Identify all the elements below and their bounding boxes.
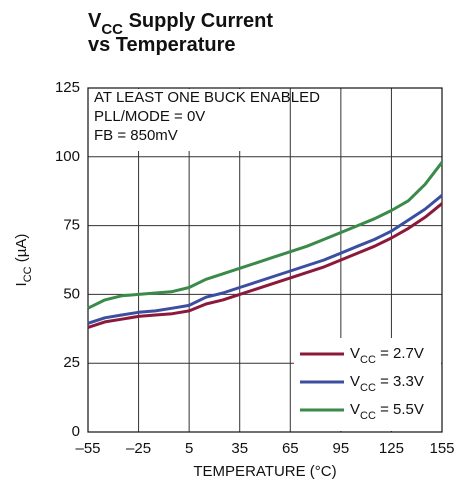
text-part: = 5.5V <box>376 401 424 418</box>
y-tick-label: 75 <box>63 217 80 234</box>
y-tick-label: 25 <box>63 354 80 371</box>
subscript: CC <box>360 354 376 366</box>
y-tick-label: 50 <box>63 285 80 302</box>
annotation: AT LEAST ONE BUCK ENABLED <box>94 89 320 106</box>
y-tick-label: 100 <box>55 148 80 165</box>
text-part: V <box>350 345 360 362</box>
annotation-box <box>89 89 269 151</box>
x-tick-label: 65 <box>282 440 299 457</box>
y-axis-label: ICC (µA) <box>13 234 34 287</box>
text-part: I <box>13 282 30 286</box>
annotation: PLL/MODE = 0V <box>94 108 205 125</box>
subscript: CC <box>360 382 376 394</box>
x-tick-label: 95 <box>333 440 350 457</box>
subscript: CC <box>22 266 34 282</box>
subscript: CC <box>360 410 376 422</box>
x-tick-label: –55 <box>75 440 100 457</box>
series-line <box>87 161 444 310</box>
x-tick-label: 125 <box>379 440 404 457</box>
legend-label: VCC = 2.7V <box>350 345 424 366</box>
x-tick-label: 35 <box>231 440 248 457</box>
y-tick-label: 0 <box>72 423 80 440</box>
text-part: Supply Current <box>123 10 273 32</box>
x-tick-label: 155 <box>429 440 454 457</box>
chart-title: VCC Supply Current <box>88 10 273 38</box>
text-part: V <box>350 401 360 418</box>
legend-label: VCC = 5.5V <box>350 401 424 422</box>
text-part: = 3.3V <box>376 373 424 390</box>
text-part: V <box>350 373 360 390</box>
series-line <box>87 202 443 329</box>
text-part: (µA) <box>13 234 30 267</box>
series-line <box>87 194 443 325</box>
plot-frame <box>87 87 443 433</box>
legend-label: VCC = 3.3V <box>350 373 424 394</box>
x-tick-label: –25 <box>126 440 151 457</box>
text-part: = 2.7V <box>376 345 424 362</box>
y-tick-label: 125 <box>55 79 80 96</box>
annotation: FB = 850mV <box>94 127 178 144</box>
chart-title: vs Temperature <box>88 34 235 56</box>
text-part: V <box>88 10 102 32</box>
x-axis-label: TEMPERATURE (°C) <box>193 463 336 480</box>
subscript: CC <box>101 21 123 38</box>
x-tick-label: 5 <box>185 440 193 457</box>
text-part: vs Temperature <box>88 34 235 56</box>
